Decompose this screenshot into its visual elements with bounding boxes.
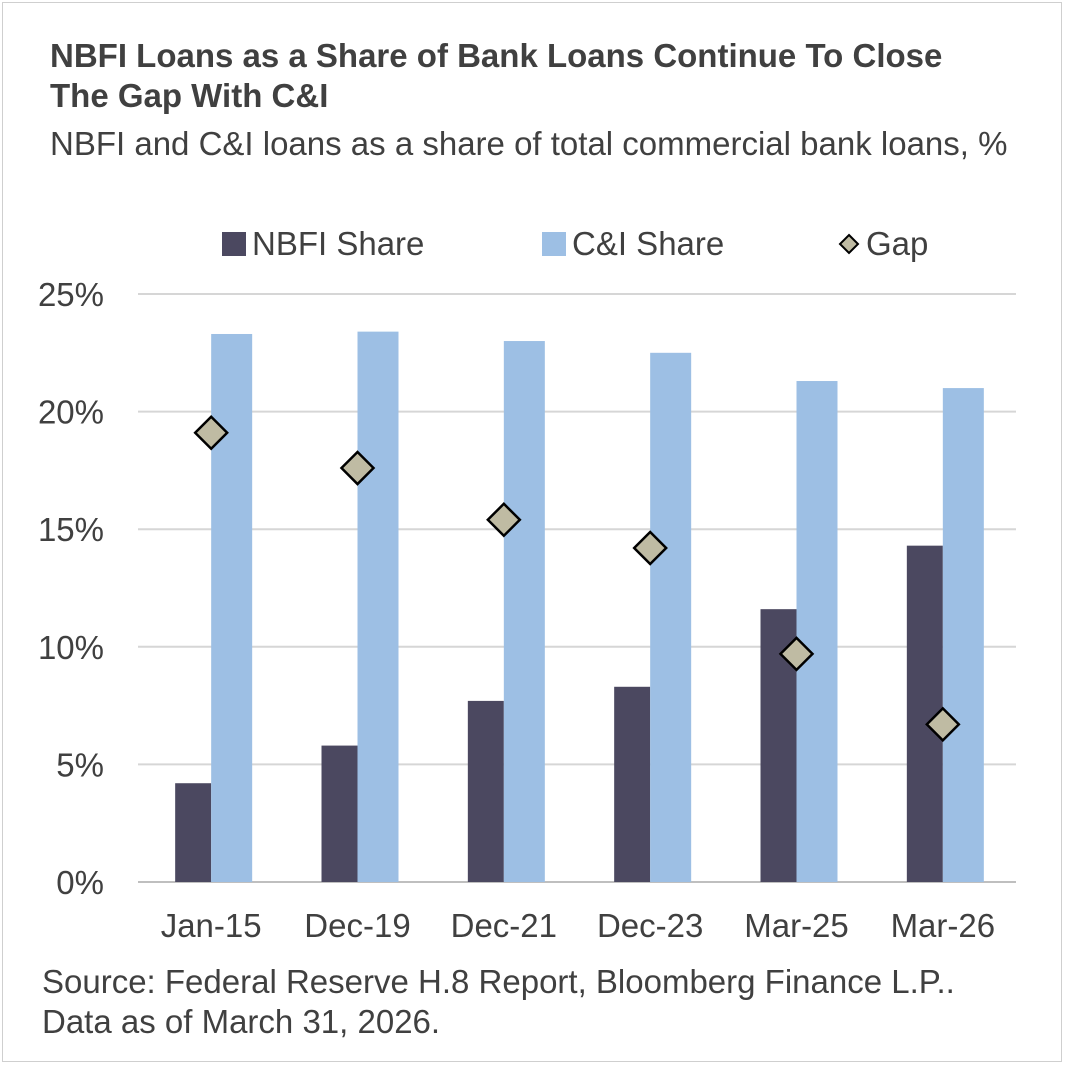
bar-nbfi [467, 700, 504, 882]
legend-swatch-nbfi [222, 232, 246, 256]
gap-marker [778, 636, 815, 672]
source-note: Source: Federal Reserve H.8 Report, Bloo… [42, 963, 955, 1040]
legend-item-nbfi: NBFI Share [222, 222, 424, 266]
y-tick-label: 10% [38, 629, 104, 666]
legend-item-gap: Gap [838, 222, 928, 266]
x-tick-label: Mar-26 [891, 907, 996, 944]
gap-marker [193, 415, 229, 451]
x-tick-label: Jan-15 [161, 907, 262, 944]
x-tick-label: Dec-21 [451, 907, 557, 944]
chart-subtitle: NBFI and C&I loans as a share of total c… [50, 125, 1008, 162]
legend-diamond-icon [838, 233, 860, 255]
legend-label-nbfi: NBFI Share [252, 225, 425, 262]
y-tick-label: 5% [56, 746, 104, 783]
gap-marker [486, 502, 522, 538]
gap-marker [632, 530, 668, 566]
x-tick-label: Mar-25 [744, 907, 849, 944]
legend-swatch-ci [542, 232, 566, 256]
bar-ci [503, 341, 545, 882]
gap-marker [339, 450, 376, 486]
y-tick-label: 25% [38, 276, 104, 313]
legend: NBFI Share C&I Share Gap [0, 222, 1068, 266]
legend-item-ci: C&I Share [542, 222, 724, 266]
bar-ci [357, 331, 399, 883]
y-tick-label: 20% [38, 394, 104, 431]
legend-label-ci: C&I Share [572, 225, 725, 262]
x-tick-label: Dec-19 [304, 907, 410, 944]
x-tick-label: Dec-23 [597, 907, 703, 944]
bar-nbfi [175, 783, 212, 882]
y-tick-label: 15% [38, 511, 104, 548]
gap-marker [925, 706, 961, 743]
chart-title: NBFI Loans as a Share of Bank Loans Cont… [50, 37, 943, 114]
bar-ci [650, 352, 692, 882]
y-tick-label: 0% [56, 864, 104, 901]
bar-ci [211, 333, 253, 882]
bar-nbfi [614, 686, 651, 882]
legend-diamond-shape [838, 233, 860, 255]
legend-label-gap: Gap [866, 225, 929, 262]
bar-ci [796, 381, 838, 882]
bar-ci [942, 388, 984, 882]
bar-nbfi [321, 745, 358, 882]
